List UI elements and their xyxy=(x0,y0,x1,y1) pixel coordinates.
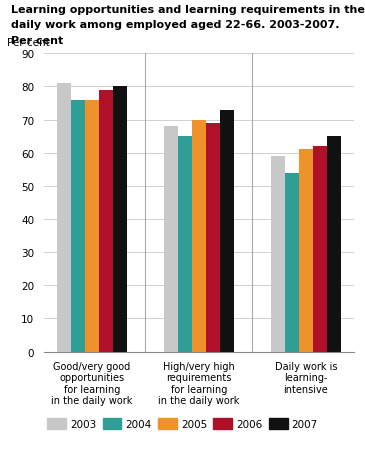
Bar xyxy=(192,120,206,352)
Bar xyxy=(285,173,299,352)
Text: Learning opportunities and learning requirements in the: Learning opportunities and learning requ… xyxy=(11,5,365,14)
Bar xyxy=(271,156,285,352)
Bar xyxy=(327,137,341,352)
Bar xyxy=(99,91,113,352)
Bar xyxy=(178,137,192,352)
Bar xyxy=(220,110,234,352)
Bar xyxy=(164,127,178,352)
Bar xyxy=(313,147,327,352)
Bar xyxy=(71,101,85,352)
Bar xyxy=(85,101,99,352)
Bar xyxy=(113,87,127,352)
Text: daily work among employed aged 22-66. 2003-2007.: daily work among employed aged 22-66. 20… xyxy=(11,20,339,30)
Bar xyxy=(206,124,220,352)
Text: Per cent: Per cent xyxy=(7,38,49,48)
Text: Per cent: Per cent xyxy=(11,36,63,46)
Legend: 2003, 2004, 2005, 2006, 2007: 2003, 2004, 2005, 2006, 2007 xyxy=(47,419,318,429)
Bar xyxy=(299,150,313,352)
Bar xyxy=(57,84,71,352)
